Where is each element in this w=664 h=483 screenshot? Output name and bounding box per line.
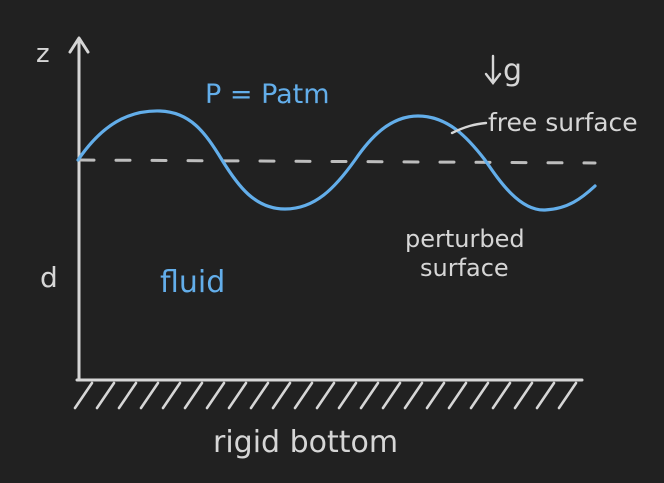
free-surface-pointer: [450, 121, 488, 135]
pressure-label: P = Patm: [205, 79, 330, 110]
perturbed-surface-label-line1: perturbed: [405, 225, 525, 253]
fluid-label: fluid: [160, 265, 225, 300]
free-surface-label: free surface: [488, 108, 638, 137]
z-axis-arrowhead: [68, 36, 90, 54]
hatch-mark: [381, 381, 402, 410]
rigid-bottom-label: rigid bottom: [213, 425, 398, 460]
hatch-mark: [425, 381, 446, 410]
depth-label: d: [40, 261, 58, 294]
hatch-mark: [491, 381, 512, 410]
hatch-mark: [249, 381, 270, 410]
hatch-mark: [469, 381, 490, 410]
hatch-mark: [513, 381, 534, 410]
hatch-mark: [403, 381, 424, 410]
hatch-mark: [293, 381, 314, 410]
perturbed-surface-label-line2: surface: [420, 254, 509, 282]
bottom-hatching: [73, 381, 578, 410]
hatch-mark: [117, 381, 138, 410]
hatch-mark: [73, 381, 94, 410]
hatch-mark: [315, 381, 336, 410]
gravity-label: g: [503, 53, 522, 88]
hatch-mark: [557, 381, 578, 410]
free-surface-dashed-line: [78, 158, 597, 165]
hatch-mark: [139, 381, 160, 410]
hatch-mark: [271, 381, 292, 410]
hatch-mark: [183, 381, 204, 410]
z-axis-label: z: [36, 39, 50, 69]
hatch-mark: [447, 381, 468, 410]
hatch-mark: [161, 381, 182, 410]
hatch-mark: [337, 381, 358, 410]
hatch-mark: [95, 381, 116, 410]
hatch-mark: [227, 381, 248, 410]
perturbed-surface-wave: [76, 109, 597, 212]
hatch-mark: [359, 381, 380, 410]
hatch-mark: [205, 381, 226, 410]
hatch-mark: [535, 381, 556, 410]
gravity-arrow-icon: [484, 54, 502, 85]
